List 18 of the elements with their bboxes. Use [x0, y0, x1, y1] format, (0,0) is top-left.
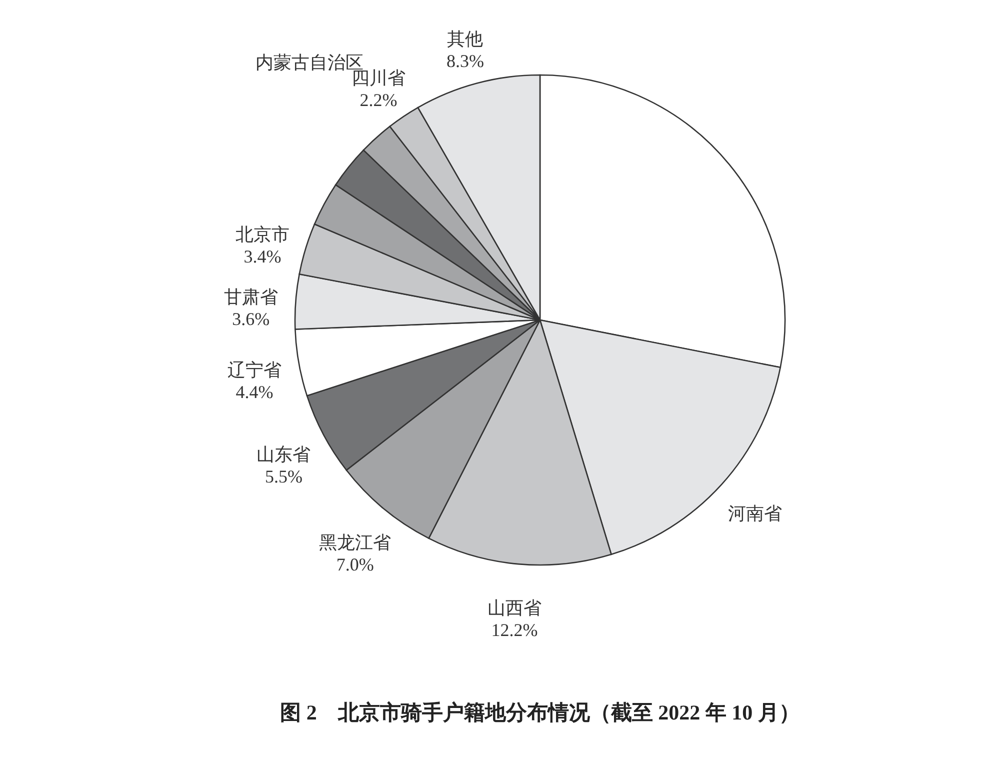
data-label: 2.2% — [360, 90, 398, 110]
data-label: 3.6% — [232, 309, 270, 330]
slice-label: 河南省 — [728, 504, 782, 524]
slice-label: 四川省 — [352, 68, 406, 88]
data-label: 7.0% — [336, 554, 374, 574]
data-label: 8.3% — [446, 50, 484, 71]
slice-label: 甘肃省 — [224, 287, 278, 308]
slice-label: 辽宁省 — [227, 360, 282, 380]
data-label: 5.5% — [264, 466, 302, 487]
data-label: 4.4% — [236, 382, 274, 402]
slice-label: 北京市 — [236, 224, 290, 245]
data-label: 12.2% — [491, 620, 538, 640]
slice-label: 黑龙江省 — [319, 532, 392, 552]
data-label: 3.4% — [244, 246, 282, 267]
slice-label: 山西省 — [488, 598, 542, 618]
slice-label: 山东省 — [256, 444, 311, 465]
slice-label: 其他 — [447, 28, 484, 49]
text: 图 2 北京市骑手户籍地分布情况（截至 2022 年 10 月） — [280, 700, 800, 725]
